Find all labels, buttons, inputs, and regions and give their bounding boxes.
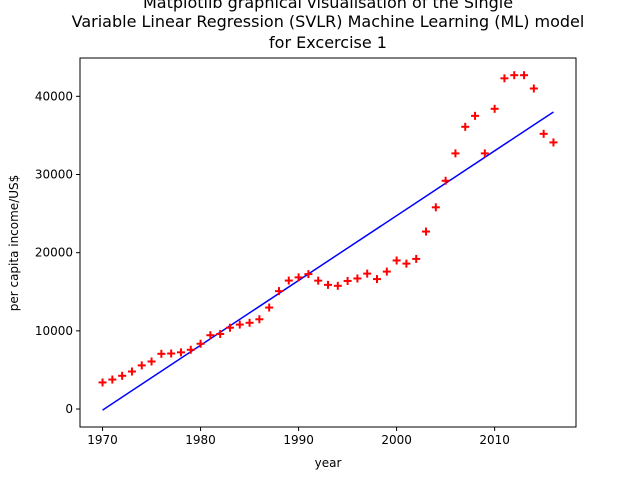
data-point <box>255 315 264 324</box>
y-tick-label: 30000 <box>35 167 73 181</box>
title: Matplotlib graphical visualisation of th… <box>72 0 585 52</box>
data-point <box>294 273 303 282</box>
data-point <box>363 269 372 278</box>
data-point <box>118 371 127 380</box>
data-point <box>333 281 342 290</box>
data-point <box>98 378 107 387</box>
data-point <box>382 267 391 276</box>
data-points-layer <box>98 71 558 387</box>
y-tick-label: 0 <box>65 402 73 416</box>
data-point <box>157 349 166 358</box>
data-point <box>549 138 558 147</box>
x-tick-label: 1970 <box>87 433 118 447</box>
data-point <box>216 329 225 338</box>
data-point <box>441 176 450 185</box>
y-axis-ticks: 0 10000 20000 30000 40000 <box>35 89 80 416</box>
x-axis-label: year <box>315 456 342 470</box>
data-point <box>520 71 529 80</box>
x-axis-ticks: 1970 1980 1990 2000 2010 <box>87 427 510 447</box>
data-point <box>510 71 519 80</box>
data-point <box>490 104 499 113</box>
data-point <box>471 111 480 120</box>
data-point <box>461 122 470 131</box>
y-tick-label: 20000 <box>35 246 73 260</box>
data-point <box>274 287 283 296</box>
data-point <box>304 270 313 279</box>
plot-frame <box>79 57 577 428</box>
data-point <box>206 331 215 340</box>
data-point <box>373 275 382 284</box>
data-point <box>245 318 254 327</box>
regression-line-layer <box>102 111 554 411</box>
data-point <box>451 149 460 158</box>
data-point <box>225 323 234 332</box>
data-point <box>235 320 244 329</box>
data-point <box>343 276 352 285</box>
data-point <box>147 357 156 366</box>
data-point <box>324 280 332 289</box>
y-tick-label: 10000 <box>35 324 73 338</box>
data-point <box>539 129 548 138</box>
data-point <box>186 345 195 354</box>
data-point <box>529 84 538 93</box>
y-axis-label: per capita income/US$ <box>7 175 21 312</box>
x-tick-label: 1980 <box>185 433 216 447</box>
data-point <box>127 367 136 376</box>
data-point <box>412 254 421 263</box>
data-point <box>431 203 440 212</box>
x-tick-label: 2010 <box>479 433 510 447</box>
title-line-3: for Excercise 1 <box>269 33 387 52</box>
data-point <box>402 259 411 268</box>
data-point <box>265 303 274 312</box>
data-point <box>500 74 509 83</box>
data-point <box>167 349 176 358</box>
data-point <box>108 375 117 384</box>
plot-area <box>79 57 577 428</box>
data-point <box>284 276 293 285</box>
data-point <box>314 276 323 285</box>
x-tick-label: 2000 <box>381 433 412 447</box>
title-line-1: Matplotlib graphical visualisation of th… <box>143 0 513 12</box>
title-line-2: Variable Linear Regression (SVLR) Machin… <box>72 12 585 31</box>
y-tick-label: 40000 <box>35 89 73 103</box>
x-tick-label: 1990 <box>283 433 314 447</box>
data-point <box>392 256 401 265</box>
data-point <box>176 348 185 357</box>
data-point <box>196 339 205 348</box>
data-point <box>480 149 489 158</box>
data-point <box>137 361 146 370</box>
data-point <box>422 227 431 236</box>
data-point <box>353 274 362 283</box>
regression-line <box>102 111 554 411</box>
